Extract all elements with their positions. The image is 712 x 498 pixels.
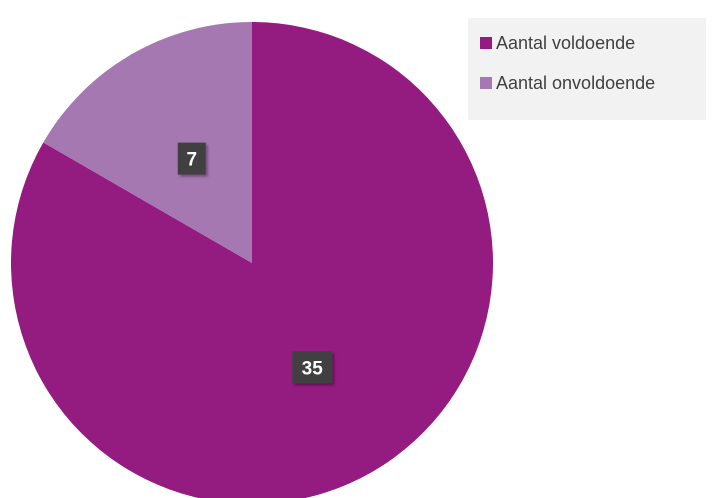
- data-label-text: 35: [302, 358, 324, 379]
- data-label-text: 7: [186, 150, 197, 171]
- pie-slices: [11, 22, 493, 498]
- legend-item-onvoldoende: Aantal onvoldoende: [480, 71, 655, 95]
- chart-legend: Aantal voldoende Aantal onvoldoende: [468, 18, 706, 120]
- legend-swatch-onvoldoende: [480, 77, 492, 89]
- legend-swatch-voldoende: [480, 37, 492, 49]
- data-label-voldoende: 35: [292, 351, 333, 384]
- pie-data-labels: 35 7: [177, 142, 333, 384]
- data-label-onvoldoende: 7: [177, 142, 206, 175]
- data-label-box: [292, 351, 333, 384]
- legend-item-voldoende: Aantal voldoende: [480, 31, 635, 55]
- legend-label-onvoldoende: Aantal onvoldoende: [496, 72, 656, 93]
- data-label-box: [177, 142, 206, 175]
- legend-label-voldoende: Aantal voldoende: [496, 32, 636, 53]
- pie-slice-voldoende: [11, 22, 493, 498]
- pie-slice-onvoldoende: [43, 22, 253, 263]
